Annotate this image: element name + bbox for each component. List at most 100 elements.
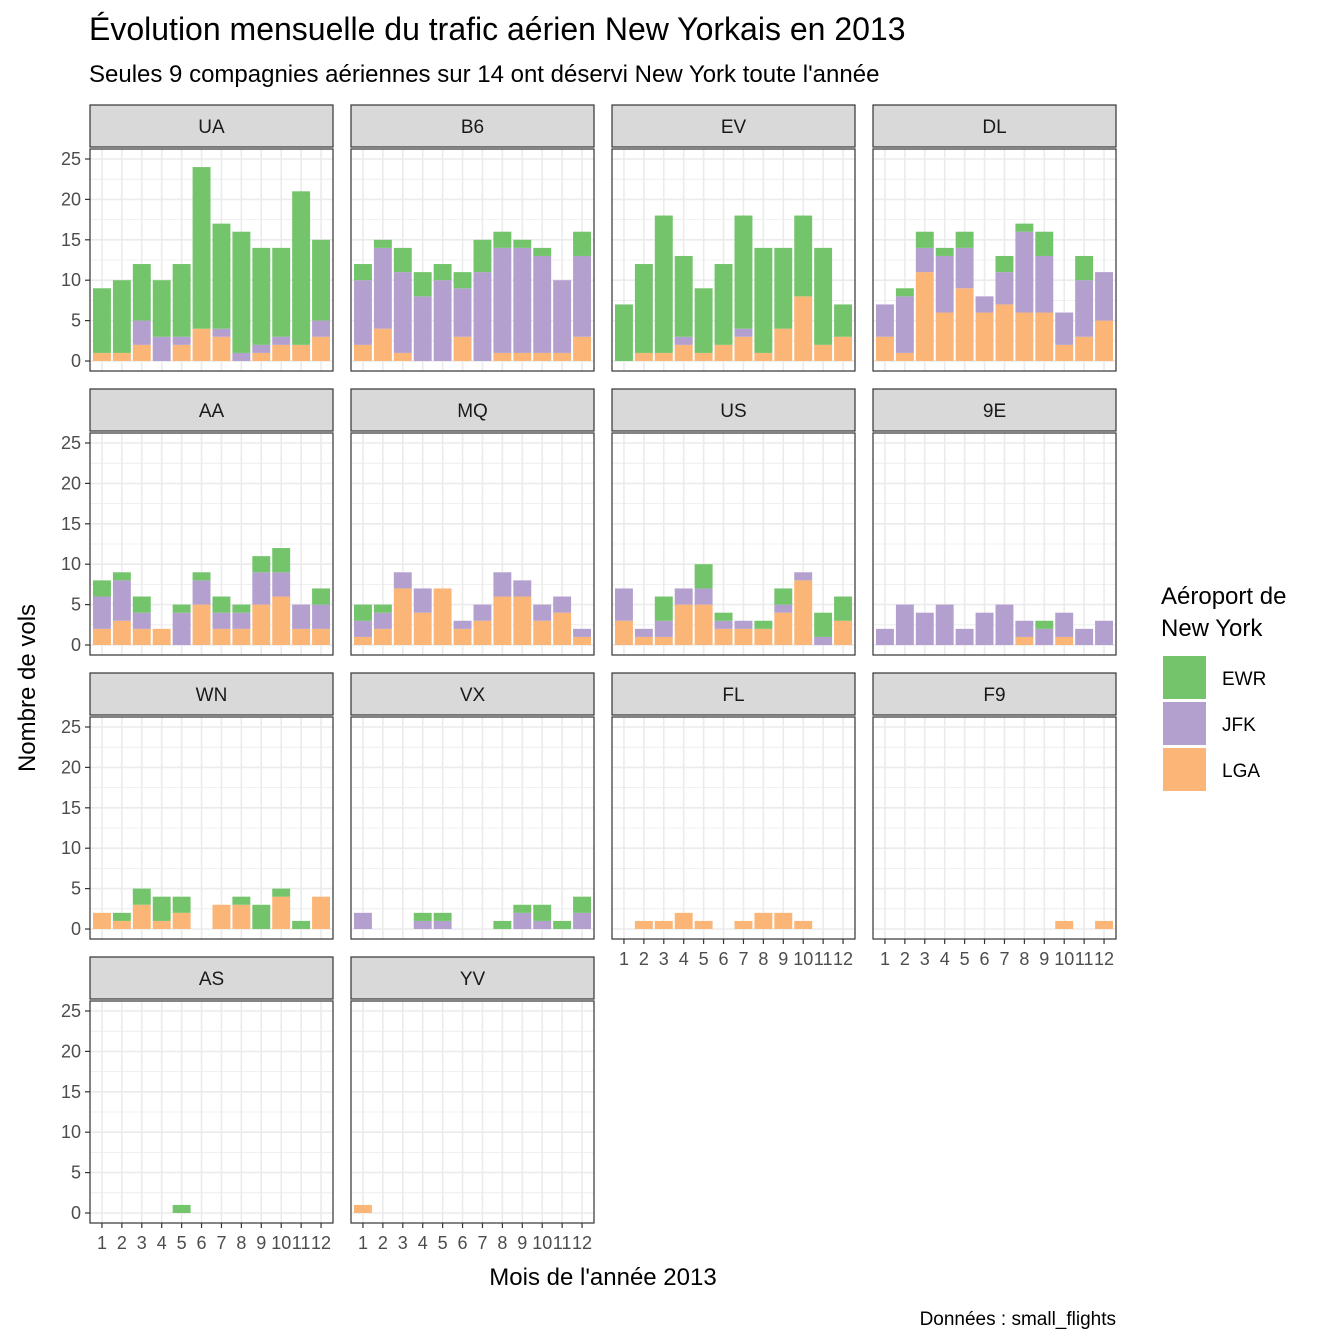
y-tick-label: 0: [71, 351, 81, 371]
bar-UA-JFK-month-8: [232, 352, 251, 362]
x-tick-label: 12: [833, 949, 853, 969]
bar-B6-LGA-month-8: [493, 352, 512, 362]
facet-US: US: [611, 388, 856, 656]
y-tick-label: 25: [61, 717, 81, 737]
x-tick-label: 7: [738, 949, 748, 969]
bar-US-LGA-month-2: [634, 636, 653, 646]
bar-B6-LGA-month-9: [513, 352, 532, 362]
bar-B6-EWR-month-2: [373, 239, 392, 248]
y-tick-label: 0: [71, 919, 81, 939]
bar-EV-LGA-month-11: [814, 344, 833, 362]
legend-key-EWR: [1163, 656, 1206, 699]
y-tick-label: 25: [61, 433, 81, 453]
x-tick-label: 7: [477, 1233, 487, 1253]
bar-UA-EWR-month-8: [232, 231, 251, 353]
bar-B6-JFK-month-3: [393, 272, 412, 353]
bar-AA-EWR-month-10: [272, 548, 291, 573]
bar-B6-LGA-month-10: [533, 352, 552, 362]
legend-label-LGA: LGA: [1222, 761, 1260, 782]
bar-WN-LGA-month-8: [232, 904, 251, 930]
x-tick-label: 3: [920, 949, 930, 969]
bar-B6-JFK-month-12: [573, 255, 592, 337]
bar-MQ-JFK-month-10: [533, 604, 552, 621]
bar-WN-EWR-month-10: [272, 888, 291, 897]
bar-UA-EWR-month-2: [112, 280, 131, 353]
x-tick-label: 8: [758, 949, 768, 969]
x-tick-label: 10: [532, 1233, 552, 1253]
bar-MQ-LGA-month-9: [513, 596, 532, 646]
bar-US-EWR-month-11: [814, 612, 833, 637]
bar-UA-JFK-month-9: [252, 344, 271, 353]
x-tick-label: 2: [900, 949, 910, 969]
strip-label-WN: WN: [196, 685, 228, 706]
bar-EV-LGA-month-6: [714, 344, 733, 362]
bar-WN-EWR-month-4: [152, 896, 171, 921]
bar-B6-EWR-month-1: [353, 264, 372, 281]
bar-UA-EWR-month-12: [312, 239, 331, 321]
bar-EV-LGA-month-7: [734, 336, 753, 362]
strip-UA: [89, 104, 334, 148]
x-tick-label: 4: [157, 1233, 167, 1253]
bar-MQ-LGA-month-1: [353, 636, 372, 646]
facet-AA: AA 0 5 10 15 20 25: [61, 388, 334, 656]
bar-DL-JFK-month-2: [895, 296, 914, 353]
y-tick-label: 25: [61, 149, 81, 169]
x-tick-label: 5: [960, 949, 970, 969]
x-tick-label: 9: [1039, 949, 1049, 969]
x-tick-label: 12: [572, 1233, 592, 1253]
x-tick-label: 6: [458, 1233, 468, 1253]
bar-DL-EWR-month-5: [955, 231, 974, 248]
strip-label-AA: AA: [199, 401, 225, 422]
bar-DL-JFK-month-1: [875, 304, 894, 337]
bar-AA-LGA-month-3: [132, 628, 151, 646]
x-tick-label: 8: [236, 1233, 246, 1253]
bar-MQ-JFK-month-2: [373, 612, 392, 629]
bar-WN-EWR-month-9: [252, 904, 271, 930]
bar-FL-LGA-month-9: [774, 912, 793, 930]
y-tick-label: 5: [71, 595, 81, 615]
bar-MQ-LGA-month-5: [433, 588, 452, 646]
bar-UA-LGA-month-10: [272, 344, 291, 362]
legend-title-line-2: New York: [1161, 615, 1263, 642]
y-tick-label: 20: [61, 1041, 81, 1061]
bar-EV-LGA-month-8: [754, 352, 773, 362]
y-tick-label: 20: [61, 189, 81, 209]
bar-WN-LGA-month-1: [92, 912, 111, 930]
bar-DL-JFK-month-6: [975, 296, 994, 313]
bar-DL-LGA-month-11: [1075, 336, 1094, 362]
bar-B6-EWR-month-12: [573, 231, 592, 256]
bar-UA-LGA-month-1: [92, 352, 111, 362]
x-tick-label: 11: [553, 1233, 572, 1253]
x-tick-label: 4: [679, 949, 689, 969]
bar-FL-LGA-month-2: [634, 920, 653, 930]
x-tick-label: 2: [117, 1233, 127, 1253]
x-tick-label: 5: [699, 949, 709, 969]
bar-FL-LGA-month-4: [674, 912, 693, 930]
y-tick-label: 25: [61, 1001, 81, 1021]
x-tick-label: 9: [778, 949, 788, 969]
chart-title: Évolution mensuelle du trafic aérien New…: [89, 11, 906, 47]
bar-MQ-JFK-month-7: [473, 604, 492, 621]
strip-US: [611, 388, 856, 432]
bar-UA-JFK-month-12: [312, 320, 331, 337]
bar-US-LGA-month-5: [694, 604, 713, 646]
bar-AA-LGA-month-4: [152, 628, 171, 646]
bar-EV-EWR-month-12: [834, 304, 853, 337]
strip-B6: [350, 104, 595, 148]
bar-UA-LGA-month-7: [212, 336, 231, 362]
bar-UA-JFK-month-7: [212, 328, 231, 337]
bar-AA-LGA-month-6: [192, 604, 211, 646]
bar-FL-LGA-month-3: [654, 920, 673, 930]
bar-AA-LGA-month-9: [252, 604, 271, 646]
bar-UA-EWR-month-9: [252, 247, 271, 345]
bar-EV-EWR-month-6: [714, 264, 733, 345]
bar-AA-LGA-month-7: [212, 628, 231, 646]
y-tick-label: 15: [61, 514, 81, 534]
bar-9E-JFK-month-4: [935, 604, 954, 646]
bar-VX-JFK-month-9: [513, 912, 532, 930]
bar-US-JFK-month-5: [694, 588, 713, 605]
x-tick-label: 4: [418, 1233, 428, 1253]
panel-border: [872, 716, 1117, 940]
